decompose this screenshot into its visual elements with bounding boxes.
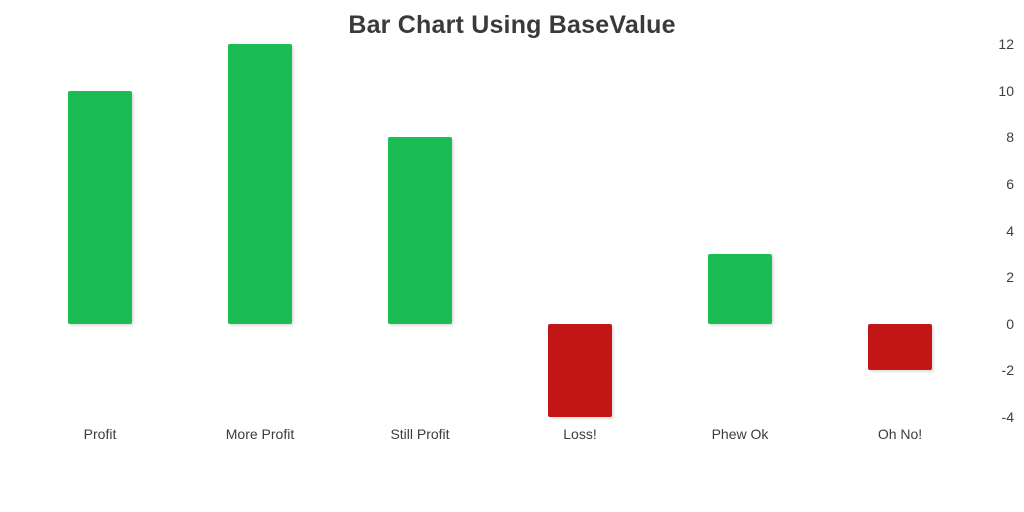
bar-profit[interactable] [68, 90, 132, 324]
x-category-label: Loss! [563, 426, 597, 442]
y-tick-label: 0 [1006, 315, 1014, 332]
y-tick-label: 12 [998, 36, 1014, 52]
x-category-label: Oh No! [877, 426, 923, 442]
y-tick-label: 6 [1006, 175, 1014, 192]
y-tick-label: -2 [1001, 362, 1014, 379]
bar-oh-no[interactable] [868, 323, 932, 371]
y-tick-label: 8 [1006, 129, 1014, 146]
y-tick-label: 2 [1006, 269, 1014, 286]
bar-still-profit[interactable] [388, 137, 452, 324]
y-tick-label: 4 [1006, 222, 1014, 239]
y-tick-label: 10 [998, 82, 1014, 99]
bar-more-profit[interactable] [228, 44, 292, 324]
x-category-label: Phew Ok [711, 426, 769, 442]
bar-phew-ok[interactable] [708, 253, 772, 324]
bar-loss[interactable] [548, 323, 612, 417]
chart-title: Bar Chart Using BaseValue [348, 11, 676, 39]
x-category-label: More Profit [225, 426, 295, 442]
x-category-label: Profit [83, 426, 117, 442]
x-category-label: Still Profit [390, 426, 450, 442]
y-tick-label: -4 [1001, 409, 1014, 425]
